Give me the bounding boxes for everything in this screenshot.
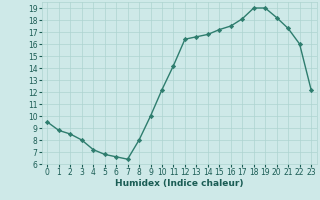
X-axis label: Humidex (Indice chaleur): Humidex (Indice chaleur) xyxy=(115,179,244,188)
